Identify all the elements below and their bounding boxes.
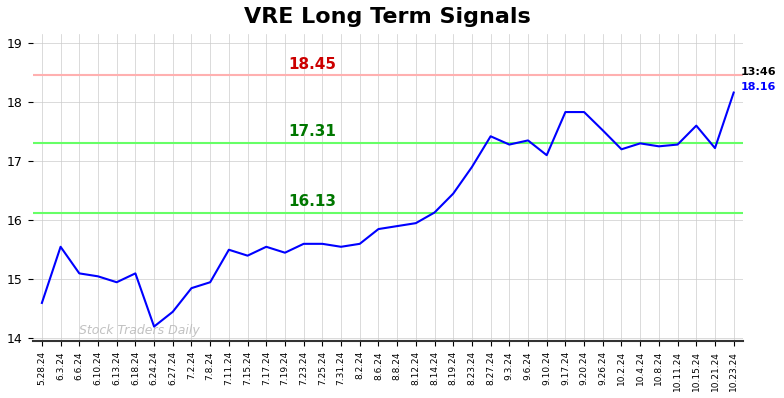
Text: 18.45: 18.45 — [288, 57, 336, 72]
Title: VRE Long Term Signals: VRE Long Term Signals — [245, 7, 532, 27]
Text: 18.16: 18.16 — [741, 82, 776, 92]
Text: Stock Traders Daily: Stock Traders Daily — [79, 324, 200, 337]
Text: 13:46: 13:46 — [741, 67, 777, 77]
Text: 17.31: 17.31 — [288, 124, 336, 139]
Text: 16.13: 16.13 — [288, 194, 336, 209]
